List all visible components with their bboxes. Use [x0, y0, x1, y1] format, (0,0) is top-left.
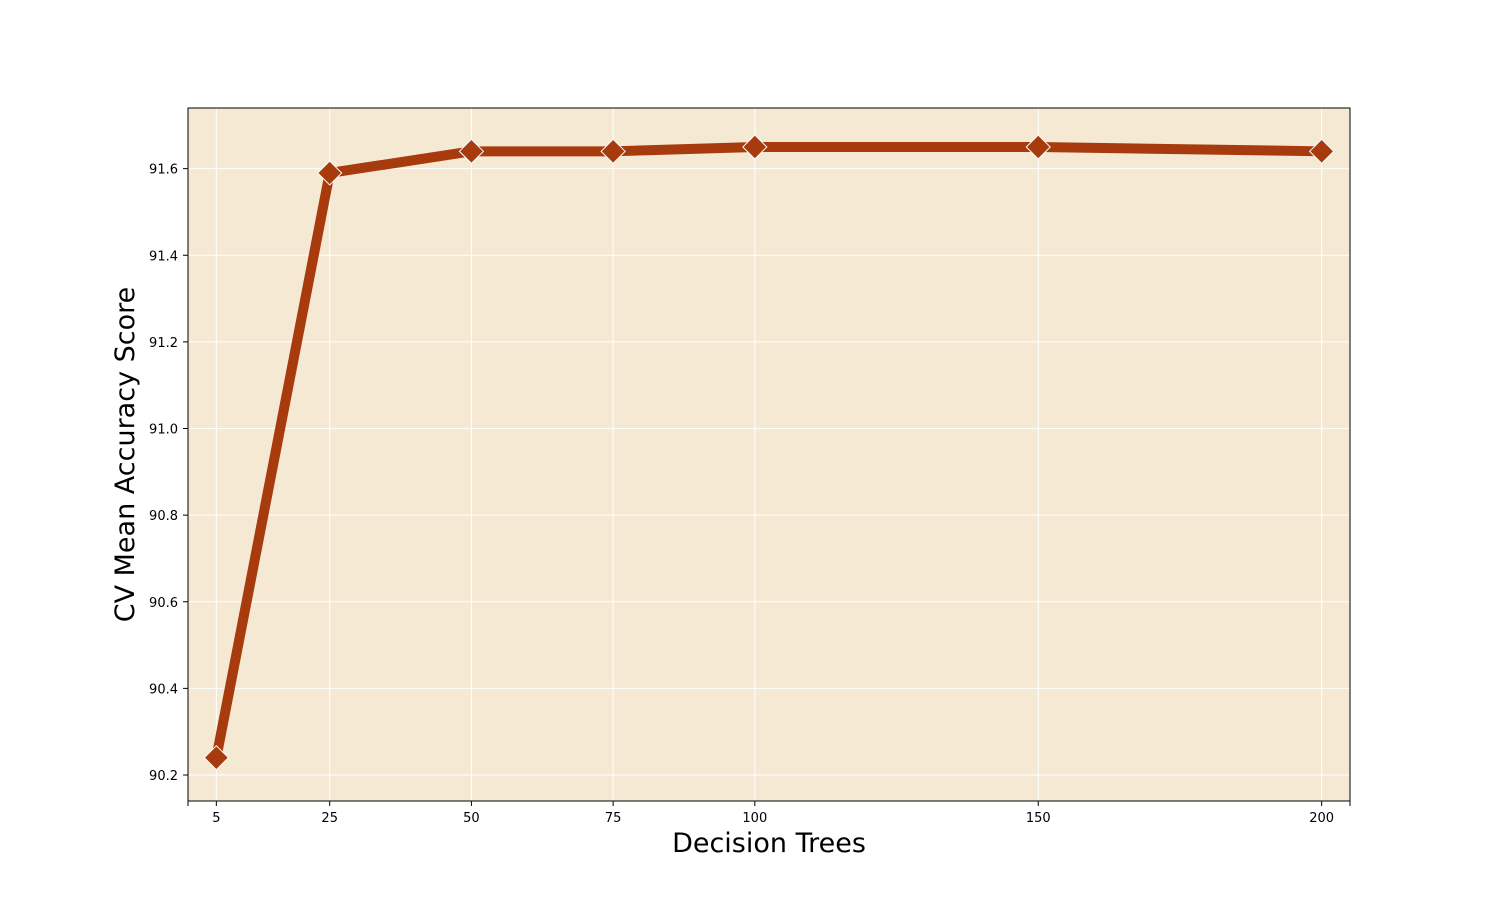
x-axis-title: Decision Trees	[672, 828, 866, 859]
y-tick-label: 90.8	[149, 509, 178, 524]
data-point	[1308, 138, 1335, 165]
y-axis-ticks: 90.2 90.4 90.6 90.8 91.0 91.2 91.4 91.6	[149, 163, 188, 784]
y-tick-label: 91.4	[149, 249, 178, 264]
y-tick-label: 91.2	[149, 336, 178, 351]
x-tick-label: 5	[212, 811, 220, 826]
x-tick-label: 200	[1309, 811, 1334, 826]
data-point	[600, 138, 626, 165]
data-point	[1025, 134, 1051, 160]
y-tick-label: 90.4	[149, 682, 178, 697]
data-point	[458, 138, 485, 165]
plot-background	[188, 108, 1350, 801]
data-point	[316, 160, 343, 186]
y-axis-title: CV Mean Accuracy Score	[110, 287, 141, 623]
y-tick-label: 91.0	[149, 423, 178, 438]
data-point	[203, 744, 230, 771]
data-point	[742, 134, 768, 160]
x-tick-label: 100	[742, 811, 767, 826]
x-tick-label: 75	[605, 811, 622, 826]
x-tick-label: 50	[463, 811, 480, 826]
y-tick-label: 90.6	[149, 596, 178, 611]
x-tick-label: 25	[321, 811, 338, 826]
y-tick-label: 91.6	[149, 163, 178, 178]
x-axis-ticks: 5 25 50 75 100 150 200	[187, 801, 1351, 826]
grid-lines	[188, 108, 1350, 801]
plot-frame	[187, 107, 1351, 802]
y-tick-label: 90.2	[149, 769, 178, 784]
x-tick-label: 150	[1026, 811, 1051, 826]
data-markers	[203, 134, 1335, 771]
